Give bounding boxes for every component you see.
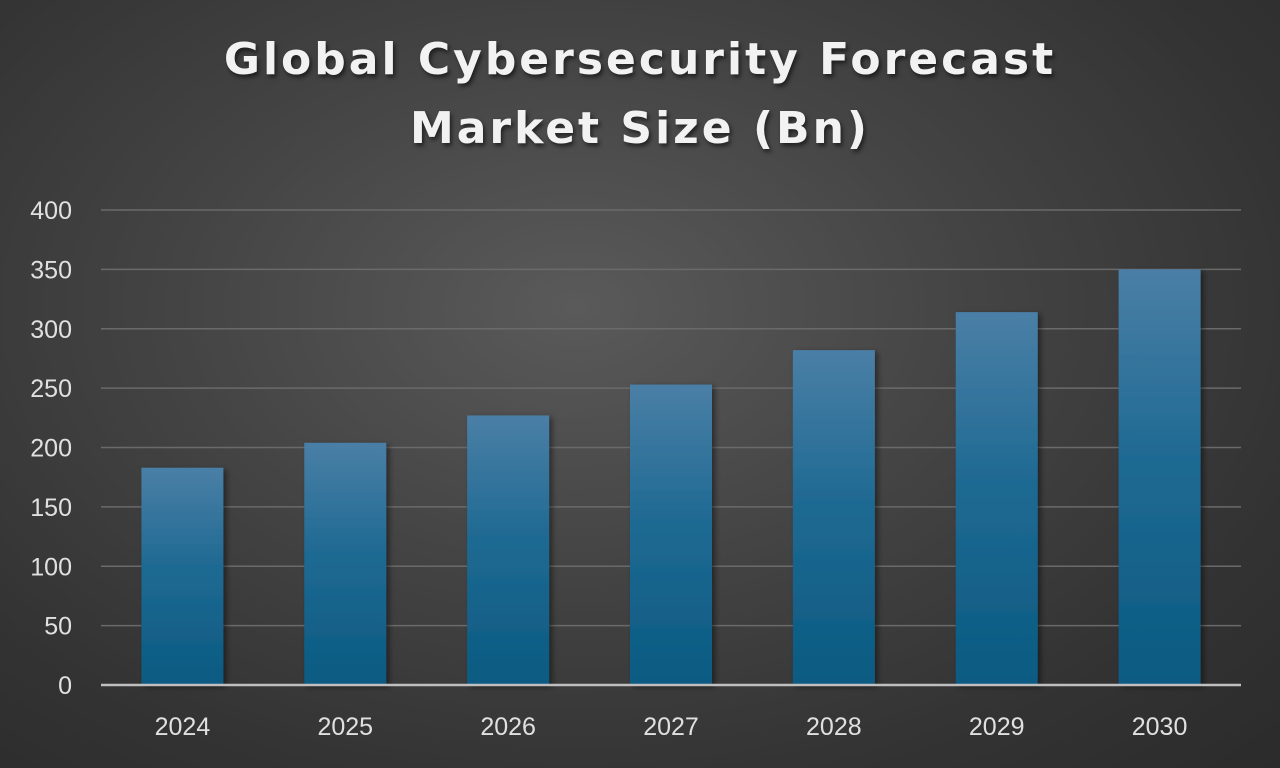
bars [141, 269, 1201, 685]
x-tick-label-2026: 2026 [480, 713, 536, 741]
y-tick-label-50: 50 [44, 613, 72, 641]
y-tick-label-300: 300 [30, 316, 72, 344]
y-tick-label-400: 400 [30, 197, 72, 225]
x-tick-label-2027: 2027 [643, 713, 699, 741]
y-tick-label-350: 350 [30, 256, 72, 284]
bar-2024 [141, 467, 224, 685]
x-tick-label-2030: 2030 [1132, 713, 1188, 741]
y-tick-label-200: 200 [30, 435, 72, 463]
bar-2029 [955, 312, 1038, 685]
x-tick-label-2029: 2029 [969, 713, 1025, 741]
y-tick-label-250: 250 [30, 375, 72, 403]
bar-2026 [467, 415, 550, 685]
chart-title-line-1: Global Cybersecurity Forecast [223, 34, 1057, 85]
x-tick-label-2025: 2025 [317, 713, 373, 741]
tick-labels: 0 50 100 150 200 250 300 350 400 2024 2025 2026 2027… [30, 197, 1187, 741]
x-tick-label-2024: 2024 [155, 713, 211, 741]
bar-2030 [1118, 269, 1201, 685]
y-tick-label-100: 100 [30, 553, 72, 581]
bar-2028 [792, 350, 875, 685]
x-tick-label-2028: 2028 [806, 713, 862, 741]
y-tick-label-0: 0 [58, 672, 72, 700]
bar-2027 [630, 384, 712, 685]
bar-2025 [304, 442, 387, 685]
chart-title-line-2: Market Size (Bn) [409, 103, 871, 154]
y-tick-label-150: 150 [30, 494, 72, 522]
